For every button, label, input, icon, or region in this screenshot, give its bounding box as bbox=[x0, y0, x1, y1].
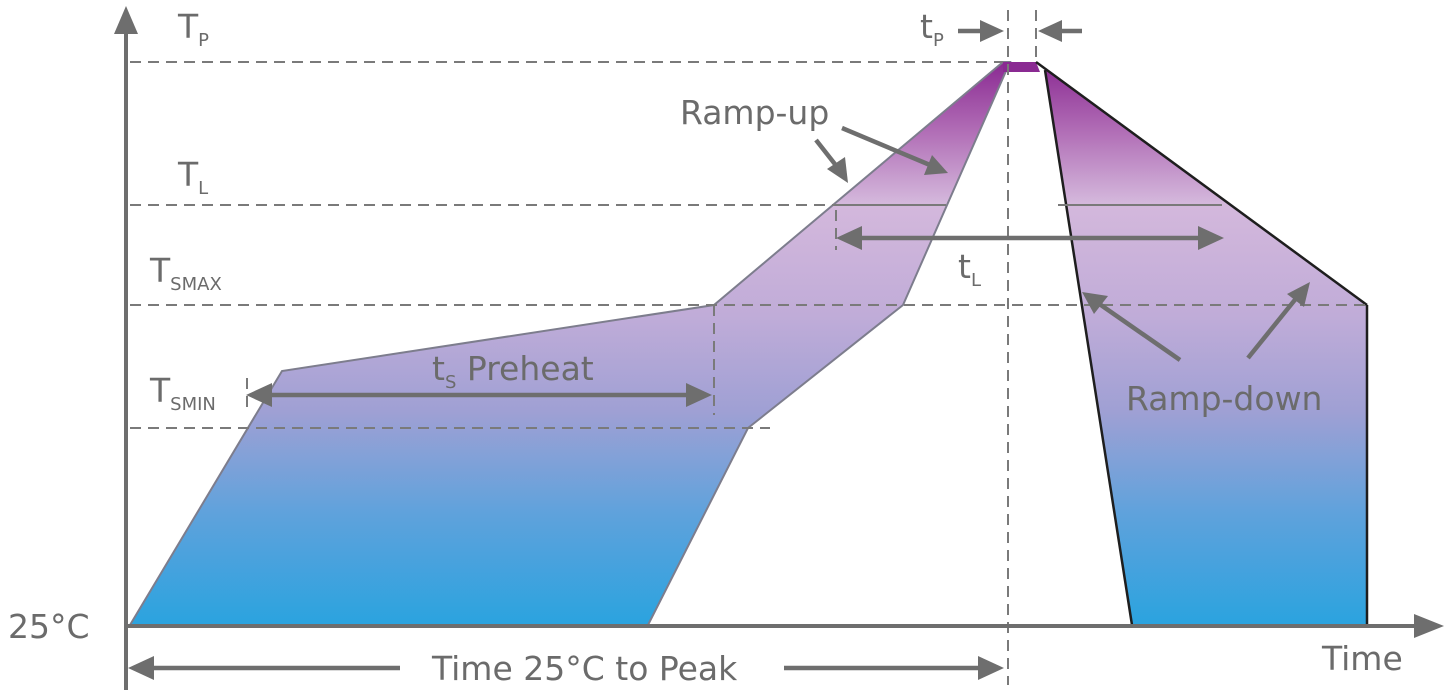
ramp-up-arrow-2 bbox=[841, 125, 931, 168]
x-axis-label: Time bbox=[1321, 639, 1403, 678]
ramp-down-arrow-2 bbox=[1246, 294, 1300, 360]
preheat-arrowhead-right bbox=[686, 383, 712, 407]
ramp-down-arrowhead-2 bbox=[1287, 282, 1310, 307]
ramp-up-arrow-1 bbox=[814, 138, 840, 170]
time-to-peak-arrowhead-right bbox=[978, 656, 1004, 680]
ramp-down-arrow-1 bbox=[1096, 301, 1182, 362]
preheat-arrowhead-left bbox=[246, 383, 272, 407]
y-origin-label: 25°C bbox=[8, 607, 90, 646]
tp-label: TP bbox=[177, 7, 209, 51]
profile-band-ramp-down bbox=[1036, 62, 1367, 625]
ramp-up-arrowhead-1 bbox=[827, 157, 848, 183]
tsmax-label: TSMAX bbox=[149, 251, 222, 295]
time-to-peak-arrowhead-left bbox=[128, 656, 154, 680]
tl-arrowhead-left bbox=[836, 226, 862, 250]
y-axis-arrowhead bbox=[114, 6, 138, 34]
t-liquidus-label: tL bbox=[958, 247, 981, 291]
x-axis-arrowhead bbox=[1414, 614, 1444, 638]
t-peak-label: tP bbox=[920, 7, 944, 51]
ramp-up-label: Ramp-up bbox=[680, 93, 829, 132]
tl-arrowhead-right bbox=[1198, 226, 1224, 250]
tsmin-label: TSMIN bbox=[149, 371, 216, 415]
ramp-down-outer-edge bbox=[1035, 60, 1368, 307]
profile-band-peak bbox=[1003, 62, 1040, 72]
tp-arrow-right-head bbox=[1038, 20, 1062, 42]
ramp-up-arrowhead-2 bbox=[924, 155, 948, 175]
time-to-peak-label: Time 25°C to Peak bbox=[431, 649, 738, 688]
profile-band-ramp-up bbox=[128, 61, 1012, 626]
preheat-label: tS Preheat bbox=[432, 349, 594, 393]
tl-label: TL bbox=[177, 155, 208, 199]
tp-arrow-left-head bbox=[980, 20, 1004, 42]
ramp-down-arrowhead-1 bbox=[1082, 292, 1108, 314]
ramp-down-inner-edge bbox=[1043, 69, 1134, 626]
ramp-down-label: Ramp-down bbox=[1126, 379, 1322, 418]
